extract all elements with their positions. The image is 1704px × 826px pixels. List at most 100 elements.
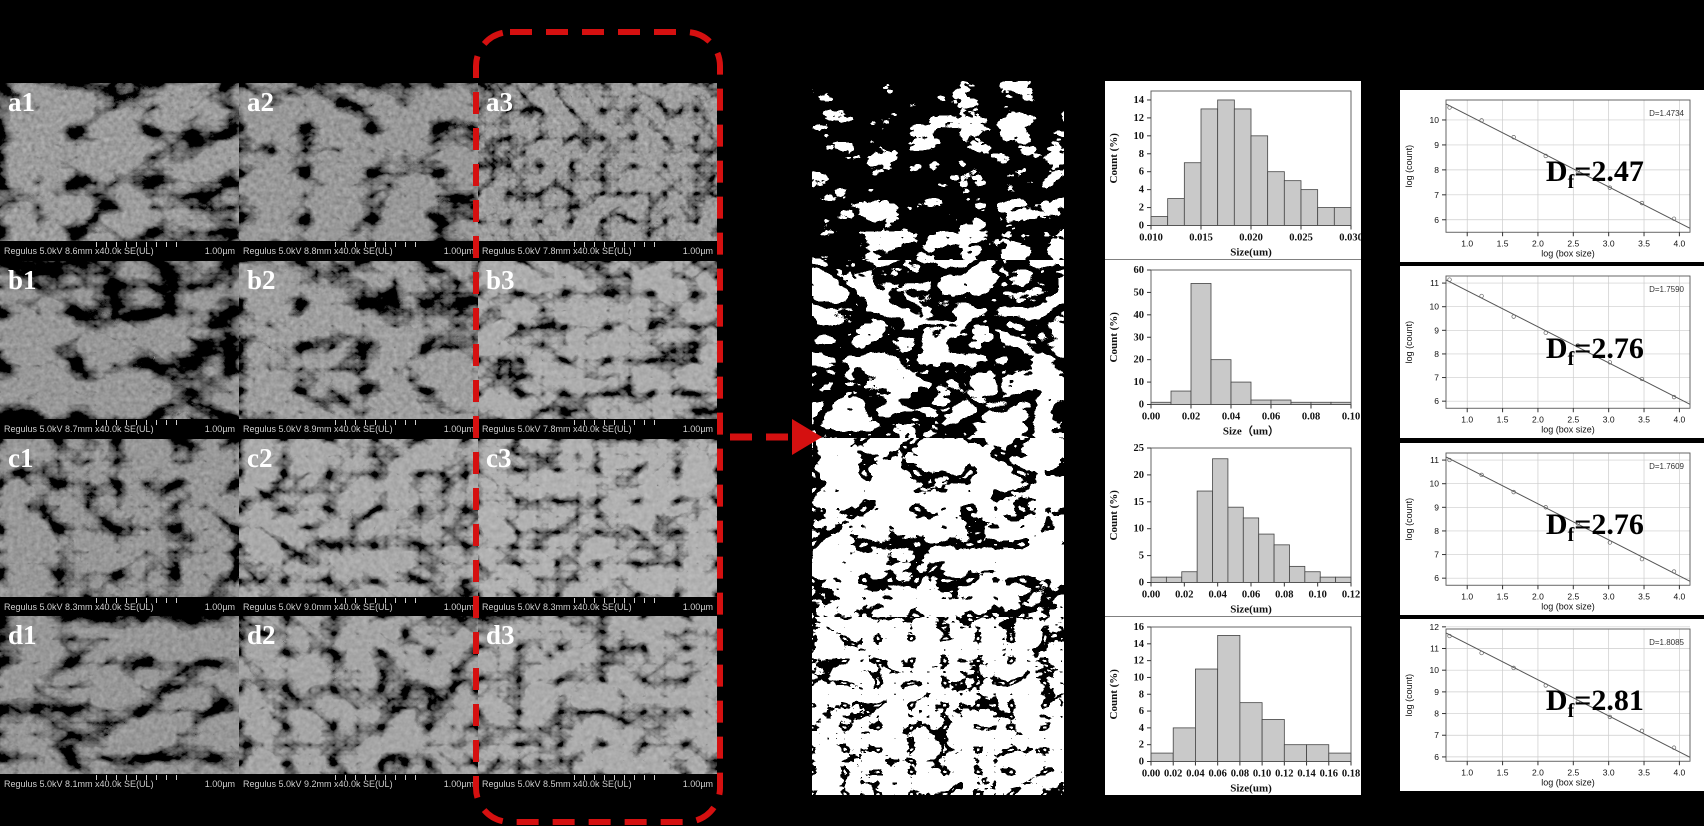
svg-text:D=1.7590: D=1.7590: [1649, 285, 1684, 294]
svg-text:10: 10: [1133, 524, 1144, 535]
svg-text:4: 4: [1138, 722, 1144, 733]
svg-text:2.5: 2.5: [1567, 591, 1579, 601]
svg-text:3.5: 3.5: [1638, 591, 1650, 601]
svg-text:0.04: 0.04: [1186, 768, 1205, 779]
svg-text:log (box size): log (box size): [1541, 601, 1595, 611]
svg-text:11: 11: [1430, 643, 1439, 653]
svg-text:60: 60: [1133, 265, 1144, 276]
svg-text:14: 14: [1133, 95, 1144, 106]
svg-text:log (count): log (count): [1404, 145, 1414, 188]
svg-text:5: 5: [1138, 551, 1143, 562]
svg-text:3.5: 3.5: [1638, 767, 1650, 777]
svg-text:11: 11: [1430, 278, 1439, 288]
svg-text:10: 10: [1430, 478, 1440, 488]
svg-text:1.0: 1.0: [1461, 414, 1473, 424]
svg-text:9: 9: [1434, 326, 1439, 336]
svg-text:15: 15: [1133, 497, 1144, 508]
svg-text:3.0: 3.0: [1603, 767, 1615, 777]
svg-text:1.5: 1.5: [1497, 591, 1509, 601]
svg-text:1.0: 1.0: [1461, 591, 1473, 601]
svg-text:7: 7: [1434, 549, 1439, 559]
svg-text:0: 0: [1138, 221, 1143, 232]
svg-text:4.0: 4.0: [1673, 591, 1685, 601]
svg-text:1.5: 1.5: [1497, 414, 1509, 424]
svg-text:7: 7: [1434, 730, 1439, 740]
svg-text:0.16: 0.16: [1319, 768, 1337, 779]
svg-text:0.020: 0.020: [1239, 233, 1263, 244]
svg-text:0.02: 0.02: [1164, 768, 1182, 779]
svg-text:11: 11: [1430, 455, 1439, 465]
svg-text:10: 10: [1133, 672, 1144, 683]
svg-text:0.10: 0.10: [1308, 590, 1326, 601]
svg-text:4.0: 4.0: [1673, 767, 1685, 777]
svg-text:Size（um）: Size（um）: [1222, 424, 1278, 437]
svg-text:2: 2: [1138, 203, 1143, 214]
svg-text:0.04: 0.04: [1221, 411, 1240, 422]
svg-text:8: 8: [1138, 689, 1143, 700]
svg-text:9: 9: [1434, 502, 1439, 512]
svg-text:0.14: 0.14: [1297, 768, 1316, 779]
svg-text:0.10: 0.10: [1252, 768, 1270, 779]
svg-text:0.06: 0.06: [1241, 590, 1259, 601]
svg-text:0.00: 0.00: [1141, 768, 1159, 779]
svg-text:10: 10: [1430, 665, 1440, 675]
svg-text:0.08: 0.08: [1275, 590, 1293, 601]
svg-text:8: 8: [1434, 165, 1439, 175]
svg-text:12: 12: [1430, 622, 1440, 632]
svg-text:Size(um): Size(um): [1230, 604, 1272, 616]
svg-text:12: 12: [1133, 113, 1144, 124]
svg-text:0.10: 0.10: [1341, 411, 1359, 422]
svg-text:20: 20: [1133, 470, 1144, 481]
svg-text:6: 6: [1434, 573, 1439, 583]
svg-text:0.025: 0.025: [1289, 233, 1313, 244]
svg-text:0.08: 0.08: [1230, 768, 1248, 779]
svg-text:Size(um): Size(um): [1230, 247, 1272, 259]
svg-text:log (box size): log (box size): [1541, 248, 1595, 258]
svg-text:4.0: 4.0: [1673, 238, 1685, 248]
svg-text:16: 16: [1133, 622, 1144, 633]
svg-text:0.02: 0.02: [1175, 590, 1193, 601]
svg-text:6: 6: [1434, 396, 1439, 406]
svg-text:D=1.4734: D=1.4734: [1649, 109, 1684, 118]
svg-text:D=1.7609: D=1.7609: [1649, 462, 1684, 471]
svg-text:Count (%): Count (%): [1108, 668, 1120, 719]
svg-text:2.5: 2.5: [1567, 767, 1579, 777]
svg-text:0.030: 0.030: [1339, 233, 1361, 244]
svg-text:3.0: 3.0: [1603, 414, 1615, 424]
svg-text:0.12: 0.12: [1341, 590, 1359, 601]
svg-text:10: 10: [1133, 377, 1144, 388]
svg-text:9: 9: [1434, 140, 1439, 150]
svg-text:0.015: 0.015: [1189, 233, 1213, 244]
svg-text:6: 6: [1434, 752, 1439, 762]
svg-text:log (box size): log (box size): [1541, 424, 1595, 434]
svg-text:Size(um): Size(um): [1230, 782, 1272, 794]
svg-text:10: 10: [1430, 302, 1440, 312]
svg-text:Count (%): Count (%): [1108, 133, 1120, 184]
svg-text:7: 7: [1434, 373, 1439, 383]
svg-text:2.5: 2.5: [1567, 238, 1579, 248]
svg-text:10: 10: [1430, 115, 1440, 125]
svg-text:0.00: 0.00: [1141, 590, 1159, 601]
svg-text:2.0: 2.0: [1532, 238, 1544, 248]
svg-text:0.00: 0.00: [1141, 411, 1159, 422]
svg-text:6: 6: [1434, 215, 1439, 225]
svg-text:50: 50: [1133, 287, 1144, 298]
svg-text:0.12: 0.12: [1275, 768, 1293, 779]
svg-text:2.5: 2.5: [1567, 414, 1579, 424]
svg-text:1.0: 1.0: [1461, 238, 1473, 248]
svg-text:2.0: 2.0: [1532, 591, 1544, 601]
svg-text:30: 30: [1133, 332, 1144, 343]
svg-text:1.5: 1.5: [1497, 767, 1509, 777]
svg-text:0.010: 0.010: [1139, 233, 1163, 244]
svg-text:Count (%): Count (%): [1108, 311, 1120, 362]
svg-text:0: 0: [1138, 756, 1143, 767]
svg-text:6: 6: [1138, 167, 1143, 178]
svg-text:3.5: 3.5: [1638, 238, 1650, 248]
svg-text:0.02: 0.02: [1181, 411, 1199, 422]
svg-text:D=1.8085: D=1.8085: [1649, 638, 1684, 647]
svg-text:log (count): log (count): [1404, 674, 1414, 717]
svg-text:6: 6: [1138, 706, 1143, 717]
svg-text:4.0: 4.0: [1673, 414, 1685, 424]
svg-text:7: 7: [1434, 190, 1439, 200]
svg-text:0.08: 0.08: [1301, 411, 1319, 422]
